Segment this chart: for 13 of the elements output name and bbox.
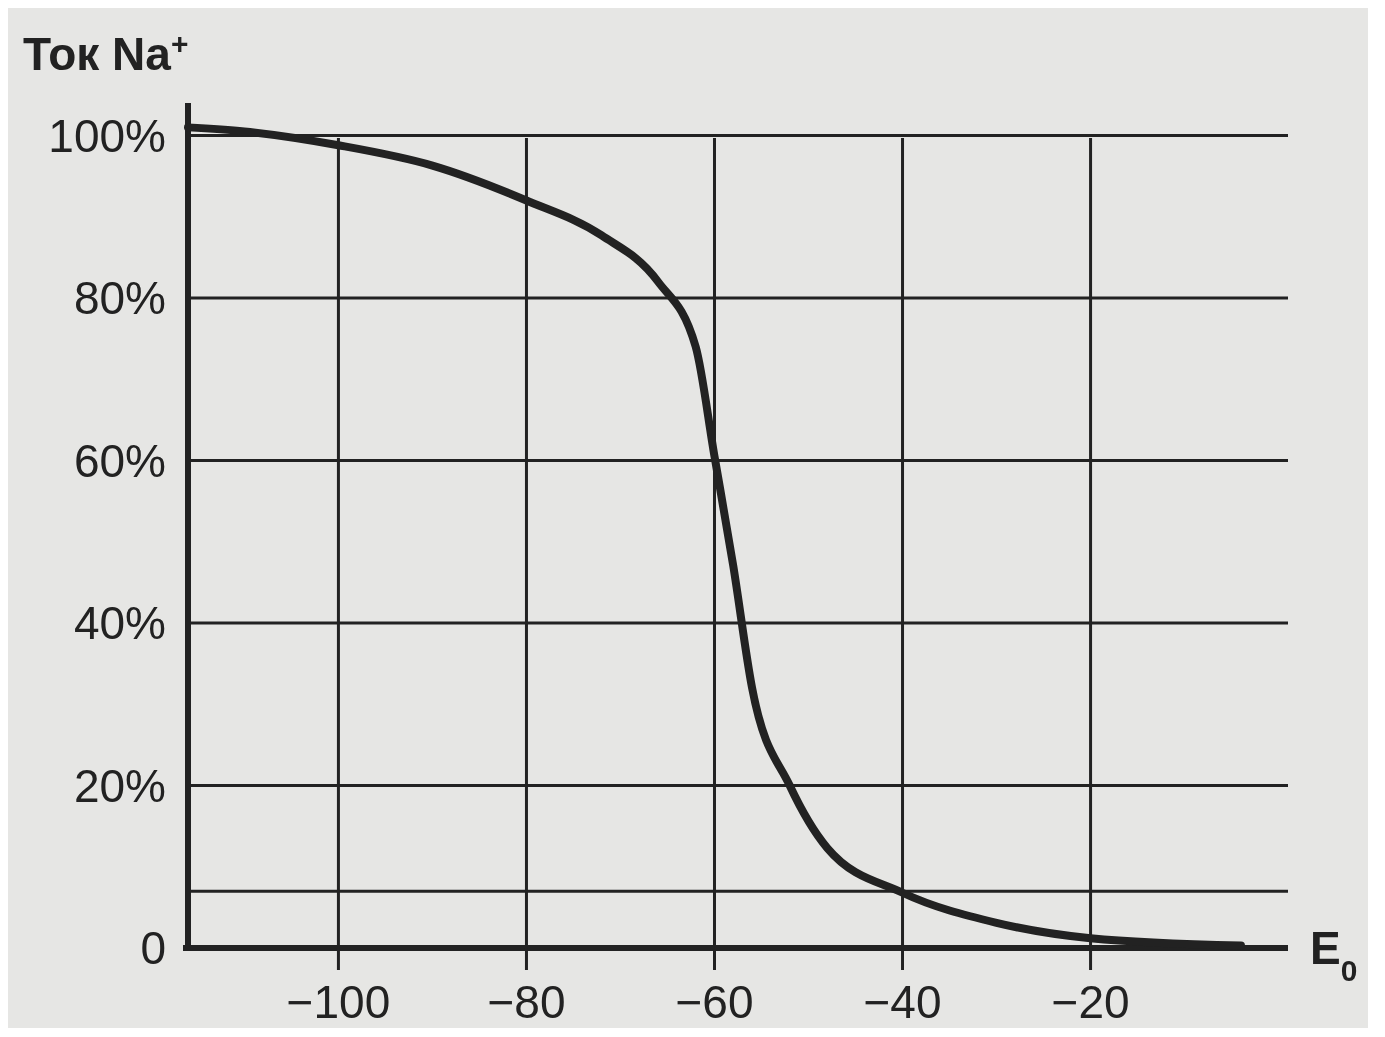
y-tick-label: 80% [73,272,166,324]
y-tick-label: 100% [48,109,166,162]
x-tick-label: −20 [1051,976,1130,1028]
x-tick-label: −80 [487,976,566,1028]
y-axis-title: Ток Na$^{+}$ [23,26,189,80]
x-tick-label: −60 [675,976,754,1028]
y-tick-label: 40% [73,597,166,649]
y-tick-label: 60% [73,434,166,487]
y-tick-label: 20% [73,759,166,812]
x-tick-label: −40 [863,976,942,1028]
x-axis-title: E$_{0}$ [1310,922,1358,987]
x-tick-label: −100 [286,976,391,1028]
y-tick-label: 0 [140,922,166,974]
